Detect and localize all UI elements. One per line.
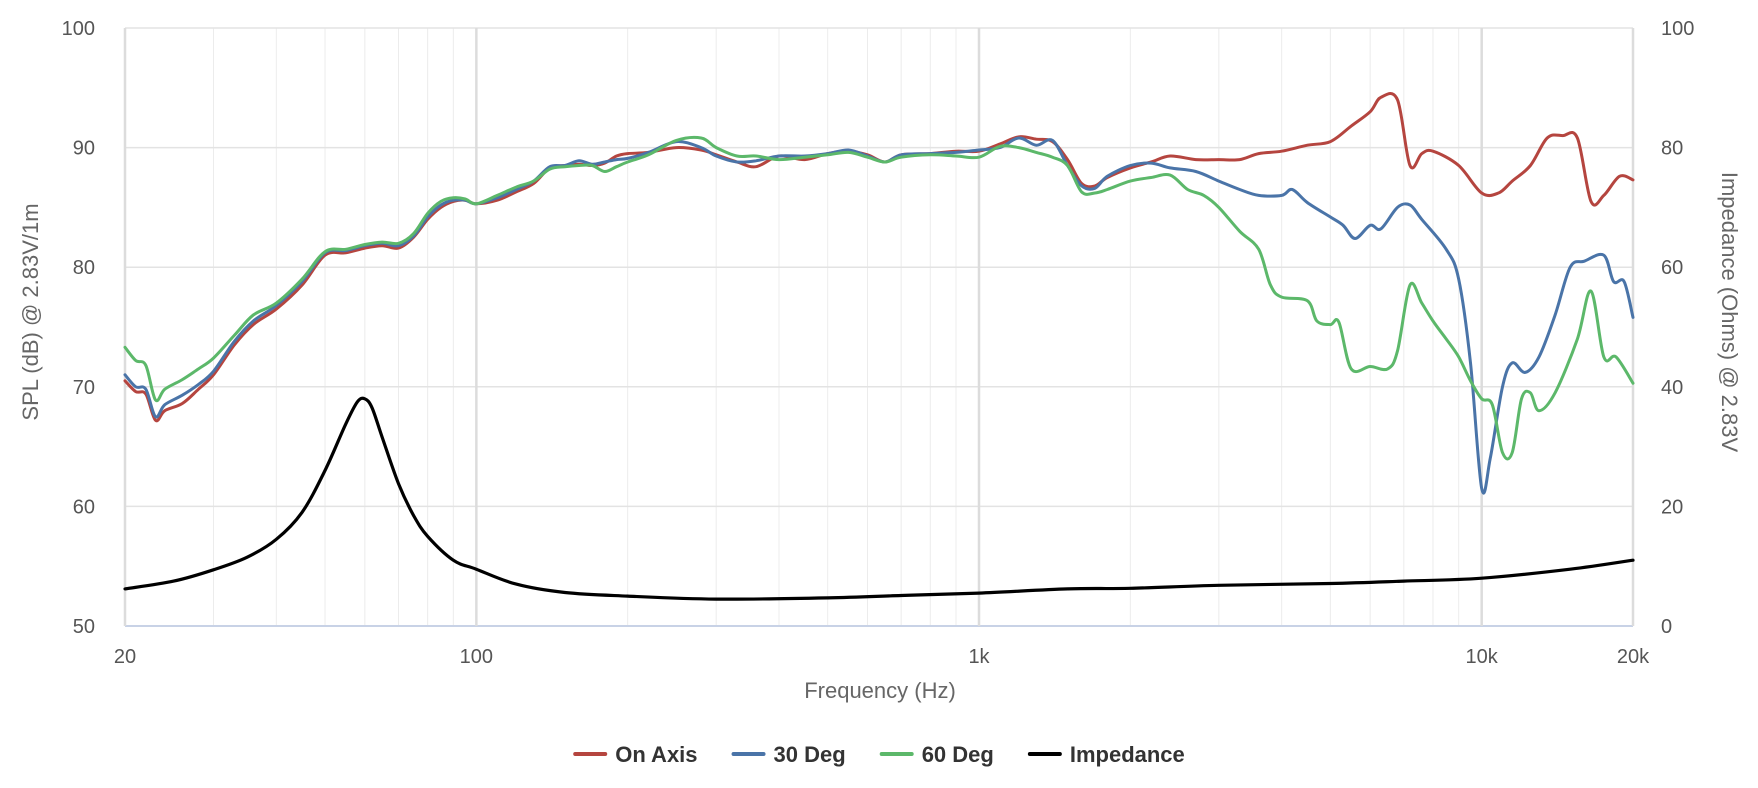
legend-label: 60 Deg: [922, 742, 994, 767]
legend-label: On Axis: [615, 742, 697, 767]
y-axis-right-title: Impedance (Ohms) @ 2.83V: [1717, 172, 1742, 453]
x-tick-label: 20k: [1617, 646, 1650, 668]
x-tick-label: 10k: [1466, 646, 1499, 668]
y-left-tick-label: 100: [62, 18, 95, 40]
y-left-tick-label: 90: [73, 138, 95, 160]
y-right-tick-label: 20: [1661, 496, 1683, 518]
x-tick-label: 100: [460, 646, 493, 668]
y-right-tick-label: 100: [1661, 18, 1694, 40]
x-axis-title: Frequency (Hz): [804, 678, 956, 703]
tick-labels: 20 100 1k 10k 20k 50 60 70 80 90 100 0 20 40 60 80 100: [62, 18, 1695, 668]
y-right-tick-label: 40: [1661, 377, 1683, 399]
legend-item-60-deg[interactable]: 60 Deg: [879, 742, 994, 767]
legend-label: 30 Deg: [774, 742, 846, 767]
legend-label: Impedance: [1070, 742, 1185, 767]
series-line-30-deg: [123, 136, 1635, 495]
grid: [123, 27, 1635, 627]
x-tick-label: 1k: [968, 646, 990, 668]
legend-item-30-deg[interactable]: 30 Deg: [731, 742, 846, 767]
y-right-tick-label: 80: [1661, 138, 1683, 160]
legend-item-impedance[interactable]: Impedance: [1027, 742, 1185, 767]
plot-area: [123, 92, 1635, 601]
y-axis-left-title: SPL (dB) @ 2.83V/1m: [18, 203, 43, 420]
legend-item-on-axis[interactable]: On Axis: [573, 742, 698, 767]
y-left-tick-label: 60: [73, 496, 95, 518]
x-tick-label: 20: [114, 646, 136, 668]
y-left-tick-label: 70: [73, 377, 95, 399]
y-left-tick-label: 80: [73, 257, 95, 279]
y-right-tick-label: 60: [1661, 257, 1683, 279]
y-left-tick-label: 50: [73, 616, 95, 638]
series-line-60-deg: [123, 135, 1635, 461]
series-line-on-axis: [123, 92, 1635, 423]
legend: On Axis 30 Deg 60 Deg Impedance: [573, 742, 1185, 767]
y-right-tick-label: 0: [1661, 616, 1672, 638]
series-line-impedance: [123, 396, 1635, 601]
